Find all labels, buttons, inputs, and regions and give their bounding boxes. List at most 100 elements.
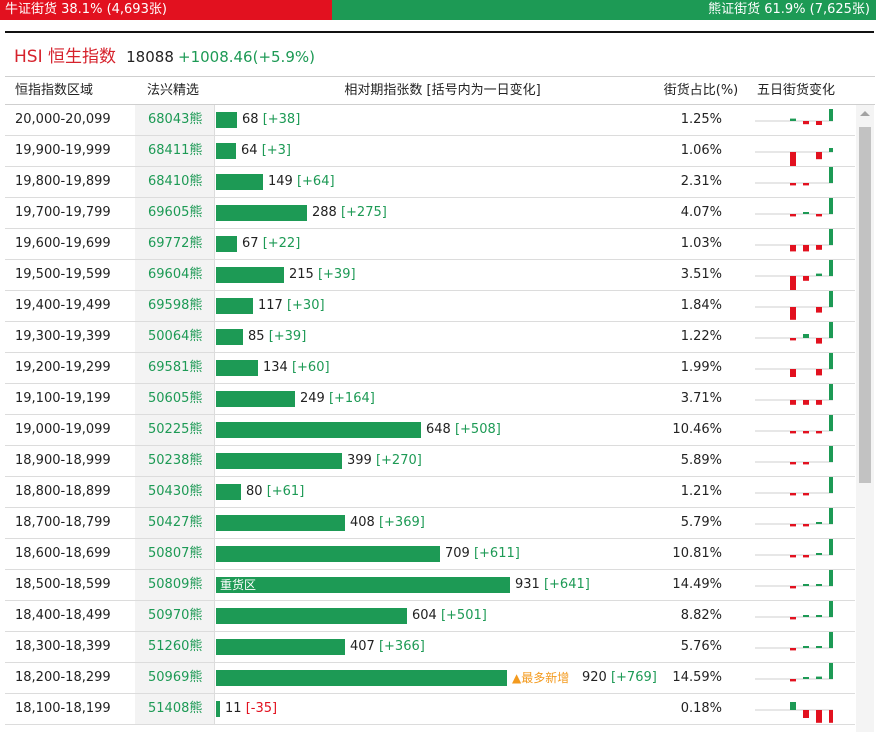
five-day-sparkline	[755, 539, 833, 558]
five-day-sparkline	[755, 260, 833, 290]
contracts-bar	[216, 670, 507, 686]
table-row: 19,500-19,599 69604熊 215 [+39] 3.51%	[5, 260, 855, 291]
contracts-bar-cell: 68 [+38]	[216, 105, 656, 135]
table-body: 20,000-20,099 68043熊 68 [+38] 1.25% 19,900-1…	[5, 105, 855, 725]
sparkline-bar	[790, 183, 796, 186]
contracts-bar-cell: 64 [+3]	[216, 136, 656, 166]
contracts-delta: [+164]	[328, 391, 375, 406]
warrant-code-link[interactable]: 68043熊	[135, 105, 215, 135]
contracts-value: 64 [+3]	[241, 136, 291, 166]
sparkline-bar	[803, 431, 809, 434]
five-day-sparkline	[755, 702, 833, 723]
street-share: 1.25%	[680, 112, 722, 127]
contracts-bar-cell: 重货区 931 [+641]	[216, 570, 656, 600]
contracts-value: 11 [-35]	[225, 694, 277, 724]
warrant-code-link[interactable]: 50807熊	[135, 539, 215, 569]
contracts-bar-cell: ▲最多新增 920 [+769]	[216, 663, 657, 693]
divider	[5, 31, 874, 33]
contracts-bar-cell: 399 [+270]	[216, 446, 656, 476]
warrant-code-link[interactable]: 69605熊	[135, 198, 215, 228]
sparkline-bar	[829, 710, 833, 723]
five-day-sparkline	[755, 415, 833, 434]
warrant-code-link[interactable]: 50605熊	[135, 384, 215, 414]
sparkline-bar	[829, 260, 833, 276]
contracts-value: 604 [+501]	[412, 601, 487, 631]
contracts-count: 407	[350, 639, 375, 654]
street-share: 5.79%	[680, 515, 722, 530]
contracts-count: 709	[445, 546, 470, 561]
contracts-bar-cell: 408 [+369]	[216, 508, 656, 538]
warrant-code-link[interactable]: 50238熊	[135, 446, 215, 476]
street-share: 1.22%	[680, 329, 722, 344]
sparkline-bar	[790, 276, 796, 290]
table-row: 19,000-19,099 50225熊 648 [+508] 10.46%	[5, 415, 855, 446]
contracts-count: 68	[242, 112, 259, 127]
sparkline-bar	[803, 276, 809, 281]
warrant-code-link[interactable]: 51260熊	[135, 632, 215, 662]
contracts-value: 117 [+30]	[258, 291, 325, 321]
warrant-code-link[interactable]: 68411熊	[135, 136, 215, 166]
warrant-code-link[interactable]: 50809熊	[135, 570, 215, 600]
index-range: 18,800-18,899	[15, 484, 111, 499]
sparkline-bar	[803, 183, 809, 186]
contracts-delta: [+61]	[266, 484, 305, 499]
contracts-delta: [+30]	[286, 298, 325, 313]
scrollbar-thumb[interactable]	[859, 127, 871, 483]
contracts-value: 709 [+611]	[445, 539, 520, 569]
table-row: 18,800-18,899 50430熊 80 [+61] 1.21%	[5, 477, 855, 508]
contracts-bar-cell: 407 [+366]	[216, 632, 656, 662]
warrant-code-link[interactable]: 69604熊	[135, 260, 215, 290]
contracts-bar-cell: 149 [+64]	[216, 167, 656, 197]
warrant-code-link[interactable]: 69598熊	[135, 291, 215, 321]
contracts-bar-cell: 215 [+39]	[216, 260, 656, 290]
street-share: 0.18%	[680, 701, 722, 716]
sparkline-bar	[829, 109, 833, 121]
warrant-code-link[interactable]: 50064熊	[135, 322, 215, 352]
warrant-code-link[interactable]: 50969熊	[135, 663, 215, 693]
index-range: 19,900-19,999	[15, 143, 111, 158]
warrant-code-link[interactable]: 50430熊	[135, 477, 215, 507]
index-range: 18,100-18,199	[15, 701, 111, 716]
sparkline-bar	[803, 584, 809, 586]
contracts-count: 85	[248, 329, 265, 344]
warrant-code-link[interactable]: 68410熊	[135, 167, 215, 197]
vertical-scrollbar[interactable]	[856, 105, 874, 732]
sparkline-bar	[790, 245, 796, 252]
sparkline-bar	[829, 570, 833, 586]
scroll-up-icon[interactable]	[860, 111, 870, 116]
contracts-delta: [+769]	[610, 670, 657, 685]
warrant-code-link[interactable]: 51408熊	[135, 694, 215, 724]
street-share: 1.21%	[680, 484, 722, 499]
sparkline-bar	[790, 617, 796, 620]
contracts-bar	[216, 639, 345, 655]
warrant-code-link[interactable]: 50970熊	[135, 601, 215, 631]
contracts-delta: [+38]	[262, 112, 301, 127]
contracts-delta: [+270]	[375, 453, 422, 468]
five-day-sparkline	[755, 632, 833, 651]
contracts-count: 134	[263, 360, 288, 375]
warrant-code-link[interactable]: 69581熊	[135, 353, 215, 383]
contracts-delta: [+22]	[262, 236, 301, 251]
warrant-code-link[interactable]: 50225熊	[135, 415, 215, 445]
warrant-code-link[interactable]: 50427熊	[135, 508, 215, 538]
warrant-code-link[interactable]: 69772熊	[135, 229, 215, 259]
five-day-sparkline	[755, 570, 833, 589]
contracts-bar	[216, 329, 243, 345]
contracts-count: 604	[412, 608, 437, 623]
contracts-bar	[216, 236, 237, 252]
table-row: 19,200-19,299 69581熊 134 [+60] 1.99%	[5, 353, 855, 384]
street-share: 5.89%	[680, 453, 722, 468]
contracts-bar-cell: 604 [+501]	[216, 601, 656, 631]
bear-street-stock: 熊证街货 61.9% (7,625张)	[332, 0, 876, 20]
contracts-count: 149	[268, 174, 293, 189]
sparkline-bar	[829, 632, 833, 648]
sparkline-bar	[829, 148, 833, 152]
street-share: 14.49%	[672, 577, 722, 592]
index-name[interactable]: HSI 恒生指数	[14, 47, 116, 67]
sparkline-bar	[803, 462, 809, 465]
sparkline-bar	[829, 601, 833, 617]
sparkline-bar	[816, 338, 822, 344]
contracts-bar	[216, 267, 284, 283]
contracts-bar-cell: 11 [-35]	[216, 694, 656, 724]
sparkline-bar	[790, 586, 796, 589]
